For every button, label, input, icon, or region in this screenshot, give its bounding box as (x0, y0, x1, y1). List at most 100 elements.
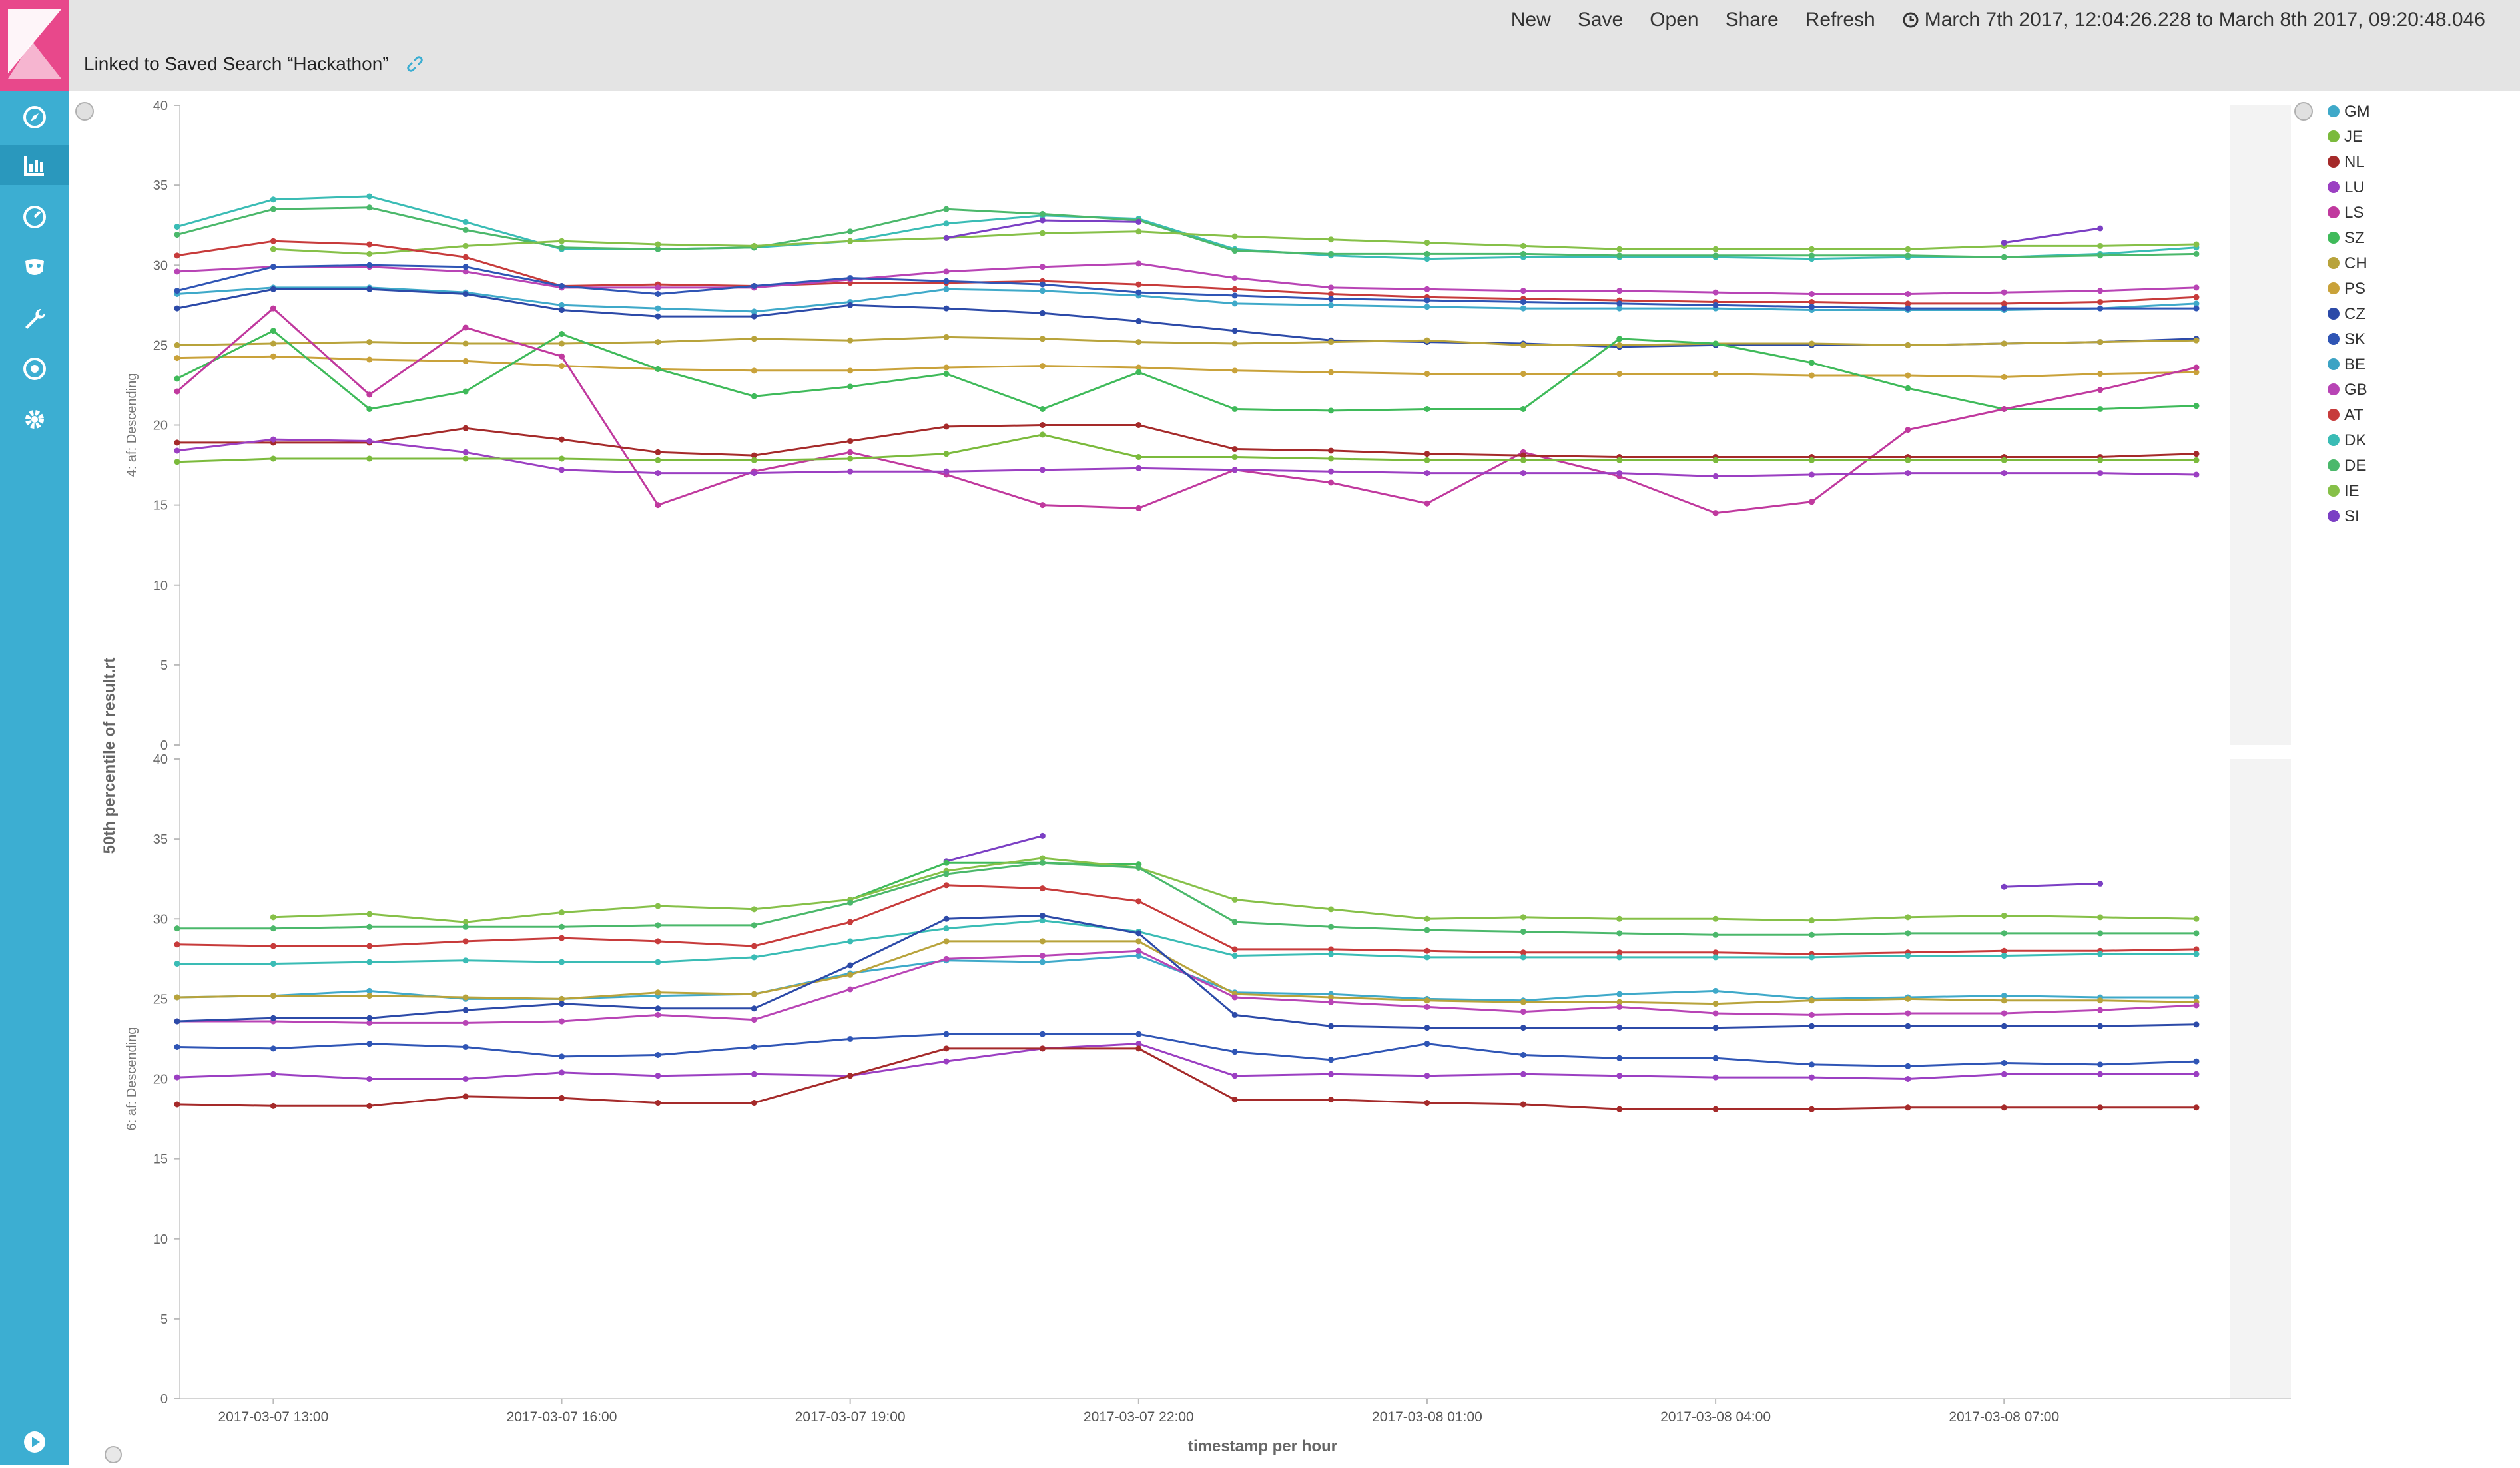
share-button[interactable]: Share (1725, 9, 1779, 31)
data-point (174, 994, 180, 1001)
series-line (176, 914, 2197, 1029)
y-tick-label: 40 (153, 752, 168, 767)
series-line (176, 355, 2197, 378)
compass-icon[interactable] (17, 100, 52, 134)
data-point (751, 922, 757, 929)
data-point (1039, 885, 1046, 892)
open-button[interactable]: Open (1650, 9, 1699, 31)
options-toggle-icon (105, 1446, 122, 1463)
data-point (1905, 1010, 1911, 1017)
data-point (2193, 1071, 2200, 1077)
wrench-icon[interactable] (17, 301, 52, 336)
data-point (2001, 1059, 2007, 1066)
data-point (751, 1005, 757, 1012)
data-point (2097, 930, 2104, 937)
unlink-icon[interactable] (405, 54, 425, 74)
data-point (559, 1001, 565, 1007)
data-point (2097, 951, 2104, 957)
data-point (270, 238, 276, 244)
data-point (2193, 305, 2200, 312)
refresh-button[interactable]: Refresh (1805, 9, 1875, 31)
data-point (943, 286, 950, 292)
data-point (1424, 997, 1430, 1004)
data-point (559, 959, 565, 965)
data-point (1231, 1049, 1238, 1055)
data-point (462, 340, 469, 347)
data-point (1135, 465, 1142, 471)
data-point (1808, 299, 1815, 306)
eye-icon[interactable] (17, 352, 52, 386)
collapse-sidebar-icon[interactable] (17, 1425, 52, 1459)
y-tick-label: 20 (153, 419, 168, 433)
legend-item: LS (2344, 204, 2363, 222)
data-point (1231, 233, 1238, 240)
data-point (655, 284, 661, 291)
data-point (1520, 1051, 1526, 1058)
data-point (1808, 340, 1815, 347)
data-point (847, 238, 854, 244)
data-point (655, 449, 661, 455)
y-tick-label: 30 (153, 912, 168, 927)
data-point (1328, 906, 1335, 913)
y-tick-label: 15 (153, 499, 168, 513)
data-point (559, 353, 565, 360)
data-point (270, 925, 276, 932)
data-point (1039, 959, 1046, 965)
data-point (174, 232, 180, 238)
mask-icon[interactable] (17, 250, 52, 285)
data-point (1905, 995, 1911, 1002)
data-point (1520, 1009, 1526, 1015)
data-point (847, 899, 854, 906)
data-point (1328, 999, 1335, 1005)
data-point (1231, 919, 1238, 925)
data-point (174, 1101, 180, 1108)
time-picker[interactable]: March 7th 2017, 12:04:26.228 to March 8t… (1902, 9, 2485, 31)
data-point (1135, 454, 1142, 461)
data-point (1616, 470, 1623, 477)
data-point (2001, 997, 2007, 1004)
data-point (1328, 946, 1335, 953)
gauge-icon[interactable] (17, 200, 52, 234)
data-point (943, 220, 950, 227)
data-point (366, 339, 373, 346)
data-point (1328, 1097, 1335, 1103)
data-point (270, 286, 276, 292)
data-point (1905, 470, 1911, 477)
gear-icon[interactable] (17, 402, 52, 437)
data-point (943, 1058, 950, 1065)
data-point (1808, 954, 1815, 961)
data-point (366, 993, 373, 999)
data-point (1135, 281, 1142, 288)
new-button[interactable]: New (1510, 9, 1551, 31)
data-point (2001, 470, 2007, 477)
data-point (559, 363, 565, 369)
data-point (847, 274, 854, 281)
data-point (1712, 1025, 1719, 1031)
kibana-logo-icon[interactable] (0, 0, 69, 91)
data-point (943, 334, 950, 340)
data-point (1905, 1063, 1911, 1069)
data-point (1616, 1073, 1623, 1079)
bar-chart-icon[interactable] (0, 145, 69, 185)
data-point (1808, 457, 1815, 463)
data-point (1039, 938, 1046, 945)
data-point (1905, 914, 1911, 921)
data-point (1808, 1106, 1815, 1112)
data-point (847, 383, 854, 390)
save-button[interactable]: Save (1577, 9, 1624, 31)
line-chart: 0 5 10 15 20 25 30 35 40 4: af: Descending 0 5 10 15 2… (75, 99, 2370, 1463)
data-point (2001, 883, 2007, 890)
data-point (1712, 1001, 1719, 1007)
data-point (559, 244, 565, 251)
data-point (847, 449, 854, 455)
data-point (2193, 241, 2200, 248)
data-point (2193, 457, 2200, 463)
data-point (1231, 328, 1238, 334)
data-point (559, 467, 565, 473)
data-point (462, 994, 469, 1001)
series-line (176, 336, 2197, 346)
data-point (655, 1051, 661, 1058)
data-point (1712, 473, 1719, 479)
data-point (943, 915, 950, 922)
data-point (1712, 252, 1719, 259)
